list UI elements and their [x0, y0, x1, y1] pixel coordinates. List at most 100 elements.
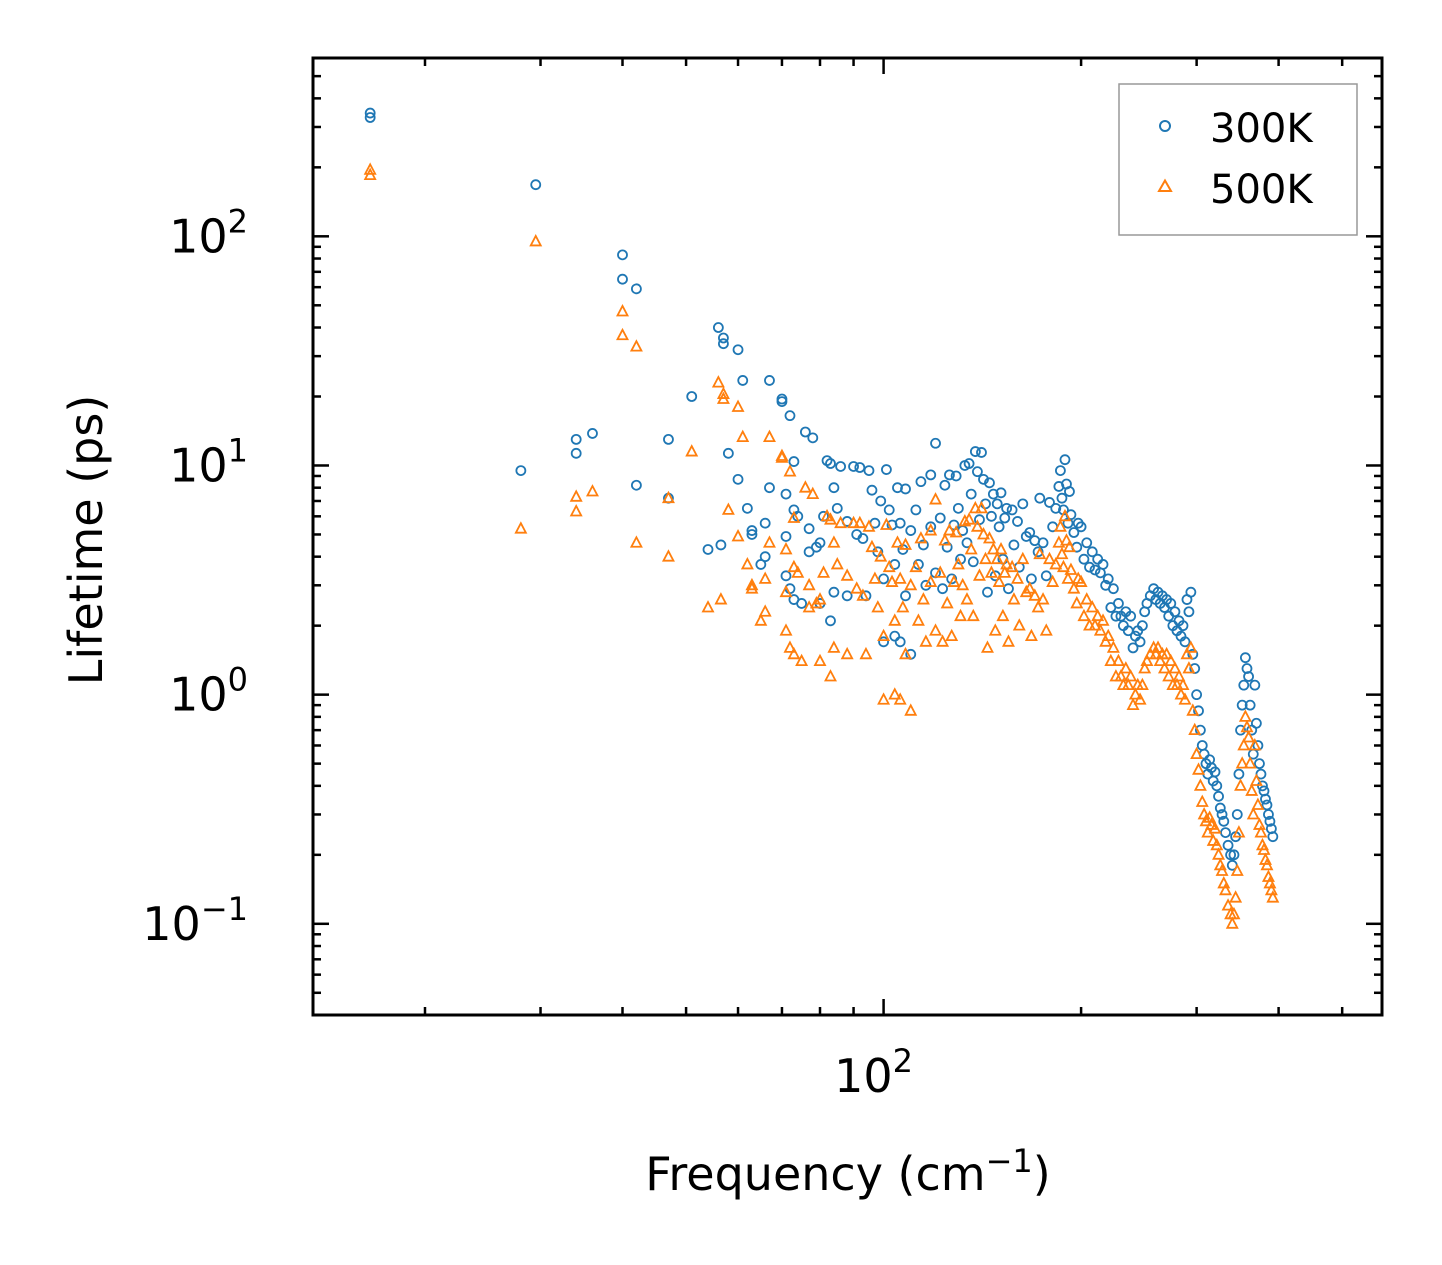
data-point-300k: [1263, 809, 1274, 820]
data-point-500k: [859, 646, 873, 660]
data-point-500k: [714, 592, 728, 605]
data-point-500k: [1162, 669, 1176, 682]
y-tick-label: 10−1: [142, 890, 248, 951]
y-tick-label: 102: [169, 202, 248, 263]
data-point-500k: [1000, 557, 1014, 570]
data-point-300k: [900, 483, 911, 495]
data-point-500k: [990, 551, 1004, 565]
data-point-300k: [803, 546, 815, 558]
data-point-500k: [824, 669, 837, 682]
data-point-500k: [1225, 916, 1239, 929]
data-point-500k: [1260, 857, 1274, 871]
data-point-500k: [783, 464, 797, 477]
data-point-300k: [364, 107, 376, 119]
data-point-300k: [1233, 768, 1245, 780]
legend-marker-500k: [1157, 178, 1173, 192]
data-point-500k: [916, 592, 930, 605]
data-point-500k: [787, 559, 801, 573]
data-point-300k: [963, 458, 975, 469]
data-point-300k: [950, 470, 962, 482]
data-point-500k: [1111, 653, 1125, 667]
data-point-300k: [841, 590, 853, 602]
data-point-300k: [941, 541, 953, 553]
data-point-500k: [974, 500, 988, 514]
data-point-300k: [746, 525, 758, 536]
data-point-300k: [1136, 620, 1148, 632]
data-point-300k: [788, 456, 800, 467]
data-point-500k: [882, 559, 896, 573]
data-point-300k: [1238, 679, 1250, 691]
data-point-300k: [718, 338, 729, 350]
data-point-300k: [718, 332, 729, 344]
data-point-500k: [914, 531, 928, 544]
data-point-500k: [1243, 756, 1257, 769]
data-point-300k: [825, 458, 836, 469]
data-point-300k: [732, 344, 744, 356]
legend-label-500k: 500K: [1210, 167, 1314, 213]
data-point-500k: [802, 577, 816, 591]
data-point-300k: [631, 479, 642, 491]
data-point-500k: [986, 542, 1000, 555]
data-point-500k: [877, 628, 891, 642]
data-point-500k: [1042, 551, 1056, 565]
data-point-500k: [701, 600, 715, 613]
data-point-300k: [746, 529, 758, 540]
data-point-500k: [998, 565, 1012, 578]
data-point-500k: [899, 537, 913, 550]
data-point-500k: [1190, 746, 1204, 760]
data-point-500k: [1099, 634, 1113, 647]
data-point-300k: [986, 510, 997, 522]
data-point-300k: [875, 495, 887, 507]
data-point-300k: [759, 517, 771, 529]
data-point-500k: [813, 653, 827, 667]
data-point-500k: [787, 510, 801, 523]
data-point-500k: [962, 512, 976, 525]
data-point-500k: [1232, 825, 1246, 838]
data-point-500k: [827, 535, 841, 548]
data-point-500k: [830, 557, 844, 570]
data-point-300k: [1107, 583, 1119, 595]
data-point-500k: [629, 339, 643, 352]
data-point-500k: [1121, 677, 1135, 691]
data-point-500k: [1049, 557, 1063, 570]
data-point-300k: [1037, 537, 1049, 549]
data-point-300k: [999, 512, 1011, 524]
data-point-300k: [1089, 564, 1101, 576]
data-point-500k: [1080, 592, 1094, 605]
data-point-300k: [1244, 699, 1256, 711]
data-point-300k: [930, 437, 941, 449]
data-point-500k: [954, 608, 968, 622]
data-point-500k: [787, 646, 801, 660]
data-point-300k: [776, 396, 788, 408]
data-point-300k: [1075, 521, 1087, 533]
data-point-500k: [1212, 847, 1226, 860]
data-point-500k: [933, 565, 947, 578]
data-point-500k: [1251, 797, 1265, 810]
data-point-300k: [934, 512, 946, 524]
y-tick-label: 100: [169, 661, 248, 722]
data-point-500k: [874, 549, 888, 562]
data-point-500k: [862, 519, 876, 532]
data-point-500k: [740, 557, 754, 570]
data-point-500k: [992, 574, 1006, 587]
data-point-300k: [570, 433, 582, 445]
data-point-300k: [737, 375, 749, 386]
series-500k: [363, 162, 1280, 929]
data-point-500k: [1061, 571, 1075, 584]
data-point-500k: [929, 623, 943, 636]
data-point-500k: [940, 596, 954, 609]
data-point-300k: [807, 432, 819, 444]
data-point-300k: [1264, 815, 1276, 827]
data-point-500k: [1114, 669, 1128, 682]
y-axis-label: Lifetime (ps): [59, 395, 113, 686]
data-point-500k: [1104, 653, 1118, 667]
data-point-300k: [993, 521, 1005, 533]
data-point-300k: [1026, 573, 1037, 585]
data-point-300k: [1249, 679, 1261, 691]
data-point-300k: [894, 636, 906, 648]
data-point-500k: [661, 549, 675, 562]
data-point-500k: [847, 515, 861, 529]
data-point-500k: [968, 500, 982, 514]
data-point-300k: [780, 531, 792, 542]
data-point-500k: [1119, 661, 1133, 674]
